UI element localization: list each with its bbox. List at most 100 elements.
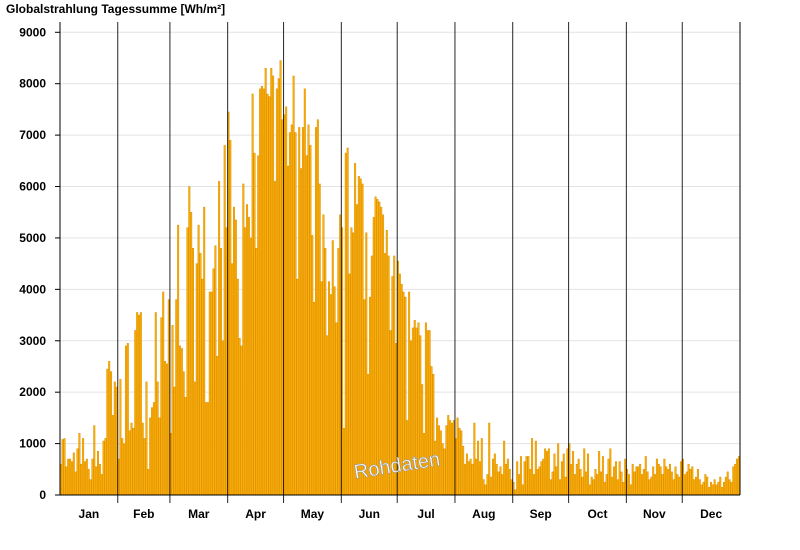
- day-bar: [352, 232, 355, 496]
- day-bar: [152, 402, 155, 496]
- day-bar: [601, 456, 604, 496]
- x-month-label: Nov: [643, 507, 666, 521]
- day-bar: [495, 463, 498, 496]
- day-bar: [592, 479, 595, 496]
- day-bar: [251, 93, 254, 496]
- day-bar: [156, 381, 159, 496]
- day-bar: [525, 456, 528, 496]
- day-bar: [609, 448, 612, 496]
- day-bar: [63, 438, 66, 496]
- day-bar: [186, 227, 189, 496]
- day-bar: [78, 433, 81, 496]
- day-bar: [732, 466, 735, 496]
- day-bar: [147, 469, 150, 496]
- day-bar: [322, 214, 325, 496]
- day-bar: [124, 345, 127, 496]
- day-bar: [616, 479, 619, 496]
- day-bar: [594, 469, 597, 496]
- day-bar: [605, 474, 608, 496]
- day-bar: [691, 466, 694, 496]
- day-bar: [70, 461, 73, 496]
- day-bar: [737, 456, 740, 496]
- day-bar: [281, 119, 284, 496]
- day-bar: [432, 373, 435, 496]
- day-bar: [573, 474, 576, 496]
- day-bar: [555, 466, 558, 496]
- day-bar: [723, 481, 725, 496]
- day-bar: [708, 487, 711, 496]
- day-bar: [270, 68, 273, 496]
- x-month-label: Sep: [530, 507, 552, 521]
- day-bar: [300, 168, 303, 496]
- day-bar: [83, 461, 86, 496]
- day-bar: [313, 301, 316, 496]
- day-bar: [376, 199, 379, 496]
- day-bar: [141, 422, 144, 496]
- day-bar: [447, 415, 450, 496]
- day-bar: [337, 247, 340, 496]
- day-bar: [421, 384, 424, 496]
- day-bar: [264, 68, 267, 496]
- day-bar: [115, 386, 118, 496]
- day-bar: [518, 474, 521, 496]
- day-bar: [82, 438, 85, 496]
- day-bar: [575, 463, 578, 496]
- day-bar: [382, 214, 385, 496]
- day-bar: [380, 206, 383, 496]
- day-bar: [650, 476, 653, 496]
- day-bar: [704, 474, 707, 496]
- day-bar: [357, 176, 360, 496]
- day-bar: [361, 183, 364, 496]
- day-bar: [91, 458, 94, 496]
- x-month-label: Aug: [472, 507, 495, 521]
- day-bar: [296, 278, 299, 496]
- day-bar: [652, 466, 655, 496]
- daily-bars: [59, 60, 740, 496]
- day-bar: [695, 476, 698, 496]
- day-bar: [164, 361, 167, 496]
- day-bar: [497, 471, 500, 496]
- day-bar: [510, 479, 513, 496]
- day-bar: [683, 474, 686, 496]
- day-bar: [680, 461, 683, 496]
- day-bar: [201, 278, 204, 496]
- day-bar: [294, 132, 297, 496]
- day-bar: [503, 440, 506, 496]
- day-bar: [309, 145, 312, 496]
- day-bar: [627, 474, 630, 496]
- day-bar: [288, 132, 291, 496]
- day-bar: [484, 484, 487, 496]
- day-bar: [173, 386, 176, 496]
- day-bar: [486, 474, 489, 496]
- day-bar: [67, 458, 70, 496]
- day-bar: [516, 461, 519, 496]
- day-bar: [544, 448, 547, 496]
- day-bar: [104, 438, 107, 496]
- day-bar: [320, 281, 323, 496]
- day-bar: [89, 479, 92, 496]
- day-bar: [635, 466, 638, 496]
- day-bar: [577, 458, 580, 496]
- y-tick-label: 2000: [19, 385, 46, 399]
- day-bar: [160, 317, 163, 496]
- day-bar: [514, 489, 517, 496]
- day-bar: [557, 443, 560, 496]
- day-bar: [505, 463, 507, 496]
- day-bar: [162, 291, 165, 496]
- day-bar: [385, 229, 388, 496]
- day-bar: [229, 140, 232, 496]
- day-bar: [430, 366, 433, 496]
- day-bar: [72, 452, 75, 496]
- day-bar: [378, 201, 381, 496]
- day-bar: [724, 476, 727, 496]
- day-bar: [100, 474, 103, 496]
- day-bar: [268, 96, 271, 496]
- day-bar: [249, 237, 252, 496]
- day-bar: [506, 458, 509, 496]
- day-bar: [726, 471, 729, 496]
- y-tick-label: 7000: [19, 128, 46, 142]
- day-bar: [111, 415, 114, 496]
- day-bar: [706, 476, 709, 496]
- day-bar: [179, 345, 181, 496]
- day-bar: [365, 232, 368, 496]
